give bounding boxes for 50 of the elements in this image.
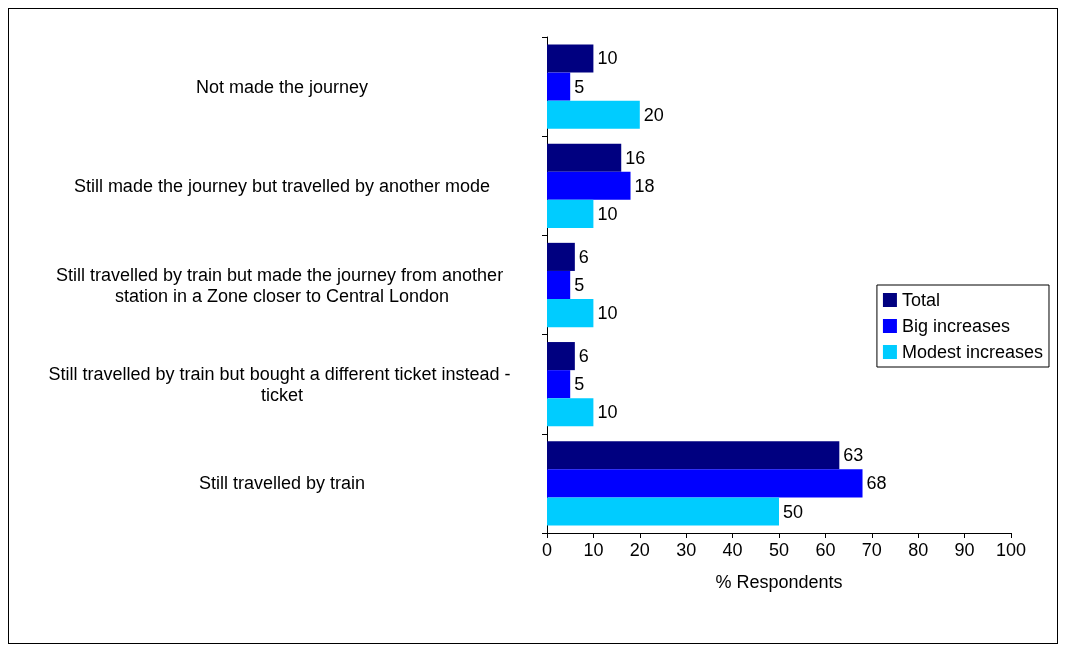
x-axis-title: % Respondents [715,572,843,592]
bar [547,299,594,328]
data-label: 63 [843,445,864,466]
bar [547,469,863,498]
bar [547,497,779,526]
data-label: 6 [578,346,589,367]
x-tick-label: 100 [995,540,1027,560]
data-label: 5 [574,275,585,295]
y-tick-label: Not made the journey [195,76,369,97]
legend-label: Total [901,290,940,310]
data-label: 18 [634,175,655,196]
x-tick-label: 10 [583,540,604,560]
bar [547,199,594,228]
y-tick-label: Still travelled by train but bought a different ticket instead - ticket [48,363,516,405]
y-tick-label: Still travelled by train [198,473,366,494]
bar [547,441,840,470]
bar [547,44,594,73]
bar [547,398,594,427]
x-tick-label: 30 [676,540,697,560]
x-tick-label: 40 [722,540,743,560]
bar [547,100,640,129]
y-tick-label: Still travelled by train but made the journey from another station in a Zone closer to Central London [55,264,509,306]
data-label: 10 [597,203,618,224]
bar [547,171,631,200]
x-tick-label: 90 [954,540,975,560]
bar [547,370,571,399]
data-label: 16 [625,147,646,168]
legend-label: Big increases [901,316,1010,336]
bar [547,72,571,101]
legend-label: Modest increases [901,342,1044,362]
bar [547,242,575,271]
data-label: 10 [597,402,618,423]
y-tick-label: Still made the journey but travelled by another mode [73,175,491,196]
x-tick-label: 50 [768,540,790,560]
x-tick-label: 60 [815,540,836,560]
bar [547,143,622,172]
x-tick-label: 20 [629,540,650,560]
data-label: 5 [574,374,585,395]
bar [547,270,571,300]
x-tick-label: 70 [861,540,882,560]
data-label: 10 [597,48,618,69]
data-label: 20 [643,104,664,125]
data-label: 68 [866,473,887,494]
data-label: 6 [578,246,589,267]
x-tick-label: 0 [541,540,553,560]
x-tick-label: 80 [908,540,929,560]
data-label: 5 [574,76,585,97]
data-label: 50 [783,501,804,522]
data-label: 10 [597,303,618,324]
bar [547,342,575,371]
